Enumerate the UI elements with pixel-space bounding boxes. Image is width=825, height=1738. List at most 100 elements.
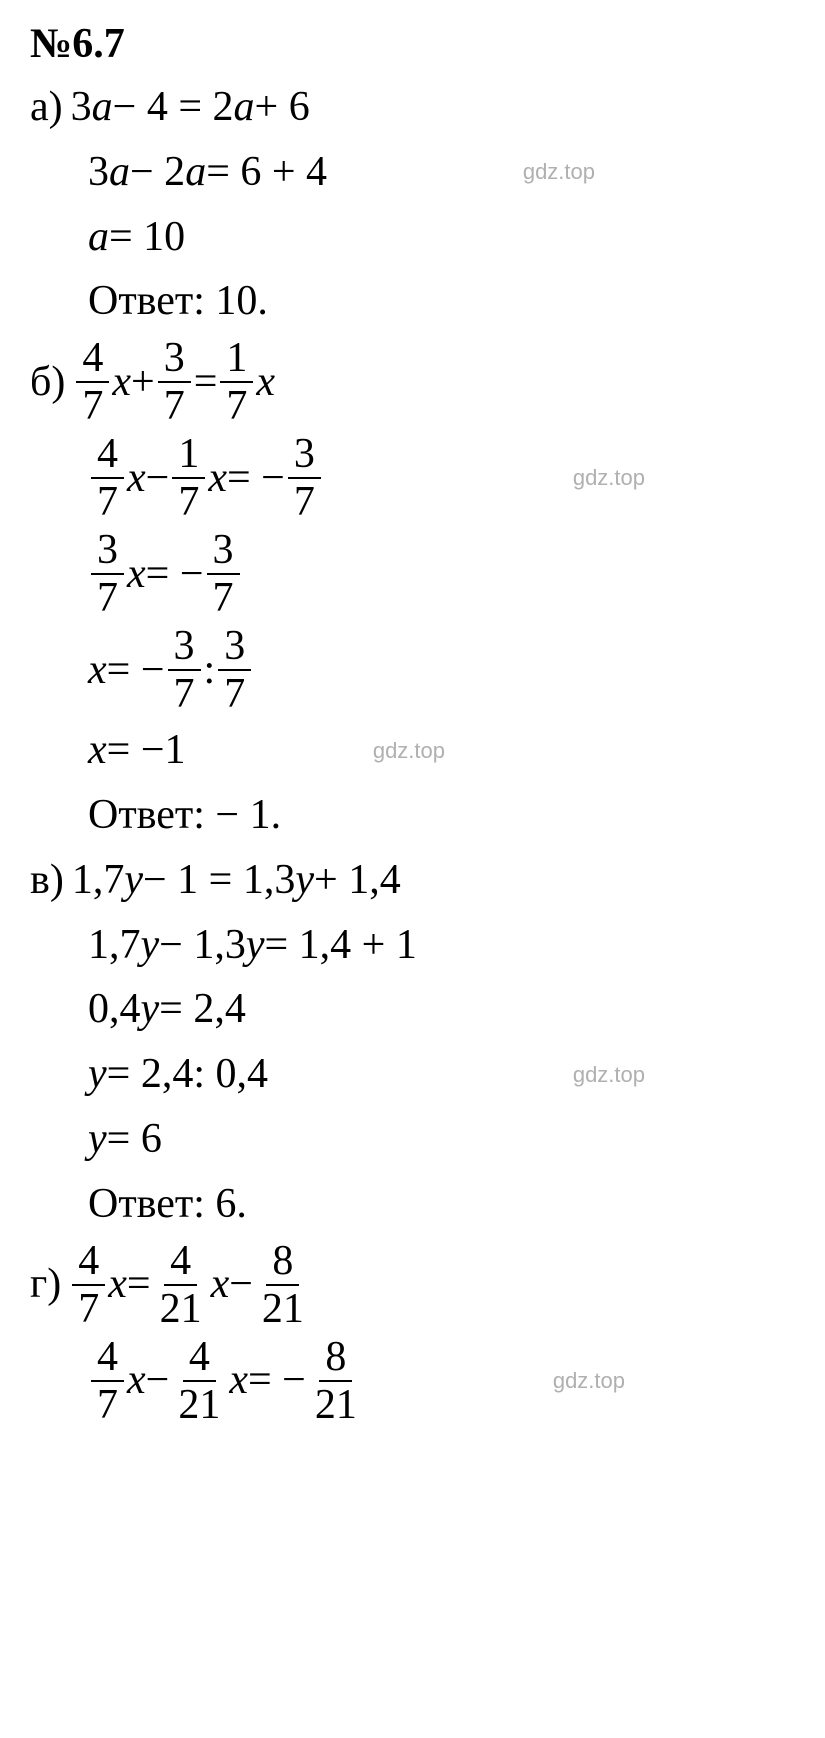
equation-content: 47x − 421x = − 821	[88, 1336, 366, 1426]
fraction: 37	[168, 625, 201, 715]
fraction-denominator: 7	[158, 383, 191, 427]
math-variable: y	[141, 916, 160, 975]
math-text: − 1,3	[159, 916, 246, 975]
fraction: 421	[154, 1240, 208, 1330]
fraction: 37	[218, 625, 251, 715]
equation-content: 3a − 2a = 6 + 4	[88, 143, 327, 202]
equation-line-wrap: a = 10	[30, 208, 795, 267]
equation-line: Ответ: − 1.	[88, 786, 795, 845]
math-variable: a	[88, 208, 109, 267]
equation-line-wrap: в)1,7y − 1 = 1,3y + 1,4	[30, 851, 795, 910]
math-text: Ответ: − 1.	[88, 786, 281, 845]
math-text: + 6	[255, 78, 310, 137]
equation-content: Ответ: − 1.	[88, 786, 281, 845]
math-text: Ответ: 6.	[88, 1175, 247, 1234]
equation-line: 1,7y − 1,3y = 1,4 + 1	[88, 916, 795, 975]
fraction-numerator: 4	[76, 337, 109, 383]
fraction: 17	[220, 337, 253, 427]
equation-line: 47x − 421x = − 821	[88, 1336, 795, 1426]
equation-line: 3a − 2a = 6 + 4	[88, 143, 795, 202]
equation-content: Ответ: 6.	[88, 1175, 247, 1234]
math-text: 3	[71, 78, 92, 137]
math-variable: y	[88, 1110, 107, 1169]
equation-line-wrap: 47x − 17x = − 37gdz.top	[30, 433, 795, 523]
fraction-denominator: 21	[172, 1382, 226, 1426]
equation-line-wrap: 0,4y = 2,4	[30, 980, 795, 1039]
math-variable: a	[185, 143, 206, 202]
math-variable: x	[127, 1351, 146, 1410]
fraction-denominator: 7	[288, 479, 321, 523]
equation-line: 37x = − 37	[88, 529, 795, 619]
fraction-numerator: 4	[91, 433, 124, 479]
equation-content: y = 2,4: 0,4	[88, 1045, 268, 1104]
fraction-denominator: 7	[220, 383, 253, 427]
math-text: 1,7	[88, 916, 141, 975]
math-text: − 2	[130, 143, 185, 202]
equation-content: x = −1	[88, 721, 186, 780]
fraction: 821	[256, 1240, 310, 1330]
math-text: −	[146, 449, 170, 508]
fraction-denominator: 21	[256, 1286, 310, 1330]
fraction-denominator: 7	[76, 383, 109, 427]
fraction-denominator: 7	[172, 479, 205, 523]
math-text: = −1	[107, 721, 186, 780]
math-text: − 1 = 1,3	[143, 851, 295, 910]
fraction: 821	[309, 1336, 363, 1426]
math-variable: x	[229, 1351, 248, 1410]
equation-content: 47x + 37 = 17x	[73, 337, 275, 427]
math-text: +	[131, 353, 155, 412]
equation-line-wrap: x = −1gdz.top	[30, 721, 795, 780]
fraction-denominator: 7	[91, 479, 124, 523]
math-text: 3	[88, 143, 109, 202]
fraction-numerator: 4	[72, 1240, 105, 1286]
fraction-numerator: 4	[91, 1336, 124, 1382]
fraction-numerator: 3	[158, 337, 191, 383]
equation-line: Ответ: 6.	[88, 1175, 795, 1234]
equation-line-wrap: б)47x + 37 = 17x	[30, 337, 795, 427]
fraction: 47	[72, 1240, 105, 1330]
math-variable: y	[246, 916, 265, 975]
equation-content: 0,4y = 2,4	[88, 980, 246, 1039]
equation-line-wrap: г)47x = 421x − 821	[30, 1240, 795, 1330]
equation-line-wrap: x = − 37: 37	[30, 625, 795, 715]
equation-line-wrap: 1,7y − 1,3y = 1,4 + 1	[30, 916, 795, 975]
fraction: 47	[76, 337, 109, 427]
math-text: −	[229, 1255, 253, 1314]
equation-line: в)1,7y − 1 = 1,3y + 1,4	[30, 851, 795, 910]
equation-line-wrap: 47x − 421x = − 821gdz.top	[30, 1336, 795, 1426]
equation-line: г)47x = 421x − 821	[30, 1240, 795, 1330]
fraction-denominator: 7	[91, 575, 124, 619]
fraction-numerator: 8	[266, 1240, 299, 1286]
math-variable: x	[127, 449, 146, 508]
equation-line: x = − 37: 37	[88, 625, 795, 715]
math-variable: x	[208, 449, 227, 508]
math-text: 1,7	[72, 851, 125, 910]
math-variable: x	[127, 545, 146, 604]
fraction-numerator: 3	[91, 529, 124, 575]
fraction-numerator: 3	[218, 625, 251, 671]
fraction: 17	[172, 433, 205, 523]
fraction-numerator: 3	[168, 625, 201, 671]
fraction-numerator: 3	[207, 529, 240, 575]
fraction: 421	[172, 1336, 226, 1426]
watermark-text: gdz.top	[553, 1368, 625, 1394]
watermark-text: gdz.top	[523, 159, 595, 185]
equation-content: a = 10	[88, 208, 185, 267]
problem-label: а)	[30, 78, 63, 137]
math-text: =	[194, 353, 218, 412]
fraction-denominator: 7	[168, 671, 201, 715]
equation-line: 47x − 17x = − 37	[88, 433, 795, 523]
math-variable: y	[295, 851, 314, 910]
math-text: 0,4	[88, 980, 141, 1039]
equation-line-wrap: y = 6	[30, 1110, 795, 1169]
math-variable: x	[88, 721, 107, 780]
problem-label: б)	[30, 353, 65, 412]
fraction: 47	[91, 1336, 124, 1426]
equation-content: 3a − 4 = 2a + 6	[71, 78, 310, 137]
equation-line: б)47x + 37 = 17x	[30, 337, 795, 427]
equation-content: 1,7y − 1 = 1,3y + 1,4	[72, 851, 401, 910]
equation-line-wrap: 37x = − 37	[30, 529, 795, 619]
math-text: = 10	[109, 208, 185, 267]
fraction-denominator: 7	[91, 1382, 124, 1426]
equation-content: y = 6	[88, 1110, 162, 1169]
